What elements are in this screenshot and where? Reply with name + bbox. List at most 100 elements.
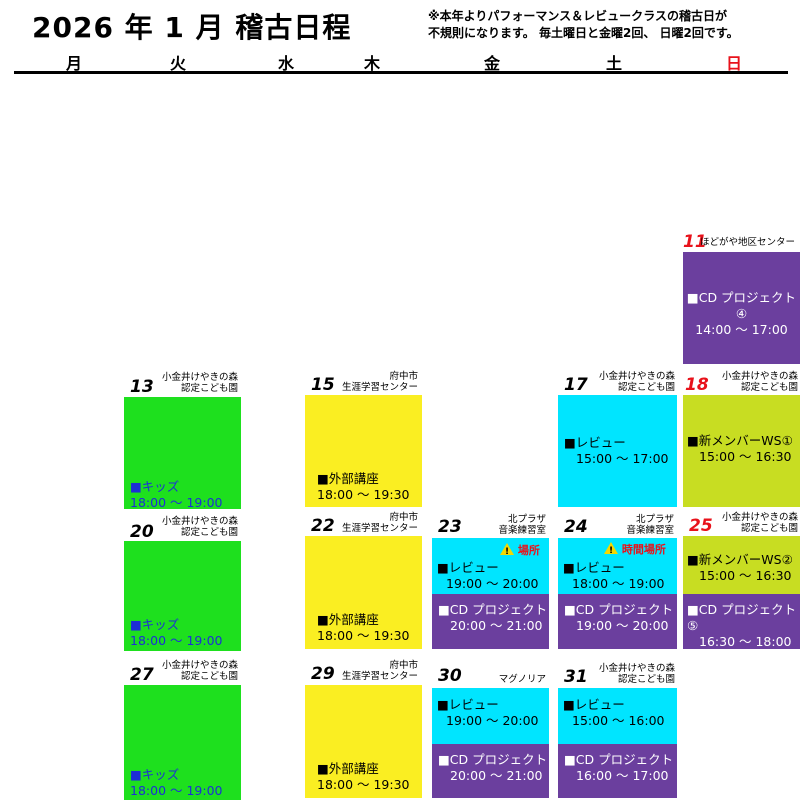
- location-11: ほどがや地区センター: [700, 237, 796, 248]
- day-number-25: 25: [689, 516, 713, 536]
- day-number-24: 24: [564, 517, 588, 537]
- warning-badge-23: 場所: [500, 543, 540, 560]
- location-line-2: 音楽練習室: [498, 525, 546, 536]
- location-line-2: 生涯学習センター: [341, 671, 418, 682]
- event-time: 18:00 ～ 19:00: [130, 633, 223, 648]
- location-line-1: 小金井けやきの森: [598, 371, 675, 382]
- event-time: 14:00 ～ 17:00: [695, 322, 788, 337]
- event-time: 20:00 ～ 21:00: [450, 618, 543, 633]
- schedule-note: ※本年よりパフォーマンス＆レビュークラスの稽古日が 不規則になります。 毎土曜日…: [428, 8, 739, 42]
- event-title: ■レビュー: [563, 697, 625, 712]
- page-title: 2026 年 1 月 稽古日程: [32, 11, 352, 44]
- event-time: 16:00 ～ 17:00: [576, 768, 669, 783]
- location-line-2: 生涯学習センター: [341, 382, 418, 393]
- location-line-1: 小金井けやきの森: [161, 660, 238, 671]
- location-25: 小金井けやきの森 認定こども園: [706, 512, 798, 534]
- event-cd-project-23[interactable]: ■CD プロジェクト 20:00 ～ 21:00: [432, 594, 549, 649]
- event-cd-project-31[interactable]: ■CD プロジェクト 16:00 ～ 17:00: [558, 744, 677, 798]
- location-line-2: 生涯学習センター: [341, 523, 418, 534]
- location-line-2: 認定こども園: [180, 527, 238, 538]
- weekday-sat: 土: [605, 54, 622, 73]
- event-time: 18:00 ～ 19:00: [572, 576, 665, 591]
- note-line-2: 不規則になります。 毎土曜日と金曜2回、 日曜2回です。: [428, 26, 739, 40]
- location-29: 府中市 生涯学習センター: [330, 660, 418, 682]
- event-time: 19:00 ～ 20:00: [446, 576, 539, 591]
- location-13: 小金井けやきの森 認定こども園: [148, 372, 238, 394]
- location-line-1: 府中市: [389, 660, 418, 671]
- weekday-mon: 月: [65, 54, 82, 73]
- location-23: 北プラザ 音楽練習室: [470, 514, 546, 536]
- header-divider: [14, 71, 788, 74]
- event-title: ■CD プロジェクト: [564, 602, 674, 617]
- location-17: 小金井けやきの森 認定こども園: [585, 371, 675, 393]
- location-line-1: 府中市: [389, 512, 418, 523]
- day-number-22: 22: [311, 516, 335, 536]
- event-time: 15:00 ～ 16:30: [699, 568, 792, 583]
- event-title: ■レビュー: [564, 435, 626, 450]
- event-cd-project-25[interactable]: ■CD プロジェクト⑤ 16:30 ～ 18:00: [683, 594, 800, 649]
- event-new-member-ws-18[interactable]: ■新メンバーWS① 15:00 ～ 16:30: [683, 395, 800, 507]
- event-time: 18:00 ～ 19:30: [317, 628, 410, 643]
- location-15: 府中市 生涯学習センター: [330, 371, 418, 393]
- event-external-29[interactable]: ■外部講座 18:00 ～ 19:30: [305, 685, 422, 798]
- weekday-thu: 木: [363, 54, 380, 73]
- event-cd-project-11[interactable]: ■CD プロジェクト④ 14:00 ～ 17:00: [683, 252, 800, 364]
- day-number-29: 29: [311, 664, 335, 684]
- event-title: ■新メンバーWS①: [687, 433, 793, 448]
- warning-text: 場所: [517, 544, 540, 557]
- event-time: 16:30 ～ 18:00: [699, 634, 792, 649]
- day-number-23: 23: [438, 517, 462, 537]
- event-title: ■キッズ: [130, 479, 180, 494]
- event-title: ■外部講座: [317, 612, 379, 627]
- warning-badge-24: 時間場所: [604, 542, 666, 559]
- event-title: ■CD プロジェクト④: [686, 290, 797, 321]
- weekday-sun: 日: [725, 54, 742, 73]
- location-30: マグノリア: [498, 674, 546, 685]
- event-time: 15:00 ～ 16:30: [699, 449, 792, 464]
- event-time: 15:00 ～ 16:00: [572, 713, 665, 728]
- day-number-30: 30: [438, 666, 462, 686]
- event-review-17[interactable]: ■レビュー 15:00 ～ 17:00: [558, 395, 677, 507]
- event-time: 18:00 ～ 19:00: [130, 783, 223, 798]
- event-review-31[interactable]: ■レビュー 15:00 ～ 16:00: [558, 688, 677, 744]
- weekday-fri: 金: [483, 54, 500, 73]
- location-line-2: 認定こども園: [740, 382, 798, 393]
- location-line-1: 小金井けやきの森: [721, 512, 798, 523]
- event-time: 20:00 ～ 21:00: [450, 768, 543, 783]
- event-new-member-ws-25[interactable]: ■新メンバーWS② 15:00 ～ 16:30: [683, 536, 800, 594]
- event-title: ■キッズ: [130, 767, 180, 782]
- day-number-31: 31: [564, 667, 588, 687]
- location-line-2: 音楽練習室: [626, 525, 674, 536]
- event-cd-project-24[interactable]: ■CD プロジェクト 19:00 ～ 20:00: [558, 594, 677, 649]
- event-title: ■外部講座: [317, 761, 379, 776]
- day-number-15: 15: [311, 375, 335, 395]
- event-title: ■新メンバーWS②: [687, 552, 793, 567]
- event-review-30[interactable]: ■レビュー 19:00 ～ 20:00: [432, 688, 549, 744]
- event-kids-13[interactable]: ■キッズ 18:00 ～ 19:00: [124, 397, 241, 509]
- event-cd-project-30[interactable]: ■CD プロジェクト 20:00 ～ 21:00: [432, 744, 549, 798]
- day-number-11: 11: [683, 232, 707, 252]
- event-title: ■キッズ: [130, 617, 180, 632]
- event-kids-27[interactable]: ■キッズ 18:00 ～ 19:00: [124, 685, 241, 800]
- day-number-13: 13: [130, 377, 154, 397]
- location-24: 北プラザ 音楽練習室: [598, 514, 674, 536]
- warning-icon: [500, 543, 514, 560]
- event-kids-20[interactable]: ■キッズ 18:00 ～ 19:00: [124, 541, 241, 651]
- event-time: 19:00 ～ 20:00: [446, 713, 539, 728]
- event-title: ■レビュー: [437, 560, 499, 575]
- warning-text: 時間場所: [621, 543, 666, 556]
- event-time: 18:00 ～ 19:00: [130, 495, 223, 509]
- location-27: 小金井けやきの森 認定こども園: [148, 660, 238, 682]
- event-title: ■CD プロジェクト: [564, 752, 674, 767]
- location-20: 小金井けやきの森 認定こども園: [148, 516, 238, 538]
- location-line-1: 小金井けやきの森: [598, 663, 675, 674]
- event-time: 19:00 ～ 20:00: [576, 618, 669, 633]
- weekday-tue: 火: [169, 54, 186, 73]
- location-line-2: 認定こども園: [180, 671, 238, 682]
- event-time: 18:00 ～ 19:30: [317, 487, 410, 502]
- event-review-23[interactable]: 場所 ■レビュー 19:00 ～ 20:00: [432, 538, 549, 594]
- event-review-24[interactable]: 時間場所 ■レビュー 18:00 ～ 19:00: [558, 538, 677, 594]
- event-external-15[interactable]: ■外部講座 18:00 ～ 19:30: [305, 395, 422, 507]
- location-18: 小金井けやきの森 認定こども園: [706, 371, 798, 393]
- event-external-22[interactable]: ■外部講座 18:00 ～ 19:30: [305, 536, 422, 649]
